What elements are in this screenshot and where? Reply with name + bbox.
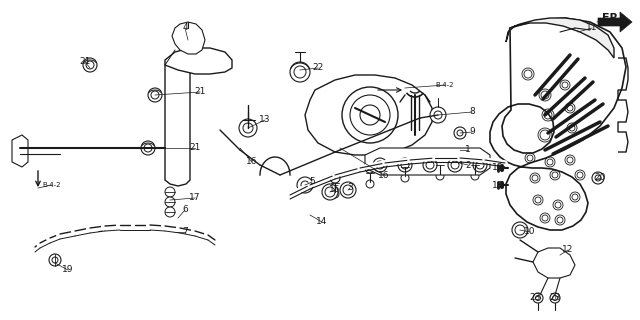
Circle shape — [373, 158, 387, 172]
Circle shape — [423, 158, 437, 172]
Text: B-4-2: B-4-2 — [43, 182, 61, 188]
Text: 19: 19 — [62, 266, 74, 275]
Polygon shape — [533, 248, 575, 278]
Circle shape — [83, 58, 97, 72]
Text: 4: 4 — [182, 23, 188, 33]
Circle shape — [188, 227, 193, 231]
Text: 7: 7 — [182, 228, 188, 236]
Text: 18: 18 — [492, 180, 504, 189]
Text: 6: 6 — [182, 205, 188, 214]
Circle shape — [239, 119, 257, 137]
Text: 10: 10 — [524, 228, 536, 236]
Text: 12: 12 — [563, 245, 573, 254]
Circle shape — [398, 158, 412, 172]
Circle shape — [67, 229, 72, 235]
Text: 21: 21 — [79, 58, 91, 67]
Text: B-4-2: B-4-2 — [436, 82, 454, 88]
Polygon shape — [598, 12, 632, 32]
Circle shape — [165, 187, 175, 197]
Circle shape — [165, 207, 175, 217]
Text: 11: 11 — [586, 23, 598, 33]
Polygon shape — [165, 58, 190, 186]
Circle shape — [448, 158, 462, 172]
Text: FR.: FR. — [602, 13, 622, 23]
Circle shape — [512, 222, 528, 238]
Polygon shape — [365, 148, 490, 175]
Text: 20: 20 — [595, 173, 605, 182]
Circle shape — [127, 223, 132, 228]
Text: 16: 16 — [378, 171, 390, 180]
Polygon shape — [490, 18, 626, 230]
Text: 21: 21 — [189, 143, 201, 153]
Text: 14: 14 — [316, 218, 328, 227]
Text: 23: 23 — [529, 293, 541, 302]
Text: 8: 8 — [469, 108, 475, 116]
Text: 3: 3 — [347, 183, 353, 193]
Polygon shape — [12, 135, 28, 167]
Polygon shape — [172, 22, 205, 54]
Text: 18: 18 — [492, 164, 504, 172]
Circle shape — [430, 107, 446, 123]
Circle shape — [533, 293, 543, 303]
Circle shape — [148, 88, 162, 102]
Text: 1: 1 — [465, 146, 471, 155]
Circle shape — [97, 227, 102, 231]
Text: 23: 23 — [549, 293, 561, 302]
Circle shape — [592, 172, 604, 184]
Polygon shape — [165, 48, 232, 74]
Circle shape — [473, 158, 487, 172]
Polygon shape — [506, 18, 614, 58]
Circle shape — [141, 141, 155, 155]
Circle shape — [340, 182, 356, 198]
Circle shape — [165, 197, 175, 207]
Polygon shape — [305, 75, 432, 155]
Text: 5: 5 — [309, 178, 315, 187]
Circle shape — [454, 127, 466, 139]
Text: 16: 16 — [246, 157, 258, 166]
Text: 17: 17 — [189, 194, 201, 203]
Text: 13: 13 — [259, 116, 271, 124]
Circle shape — [290, 62, 310, 82]
Circle shape — [157, 223, 163, 228]
Text: 9: 9 — [469, 127, 475, 137]
Text: 21: 21 — [195, 87, 205, 97]
Text: 22: 22 — [312, 63, 324, 73]
Text: 15: 15 — [329, 186, 340, 195]
Circle shape — [297, 177, 313, 193]
Text: 2: 2 — [465, 161, 471, 170]
Circle shape — [322, 184, 338, 200]
Circle shape — [550, 293, 560, 303]
